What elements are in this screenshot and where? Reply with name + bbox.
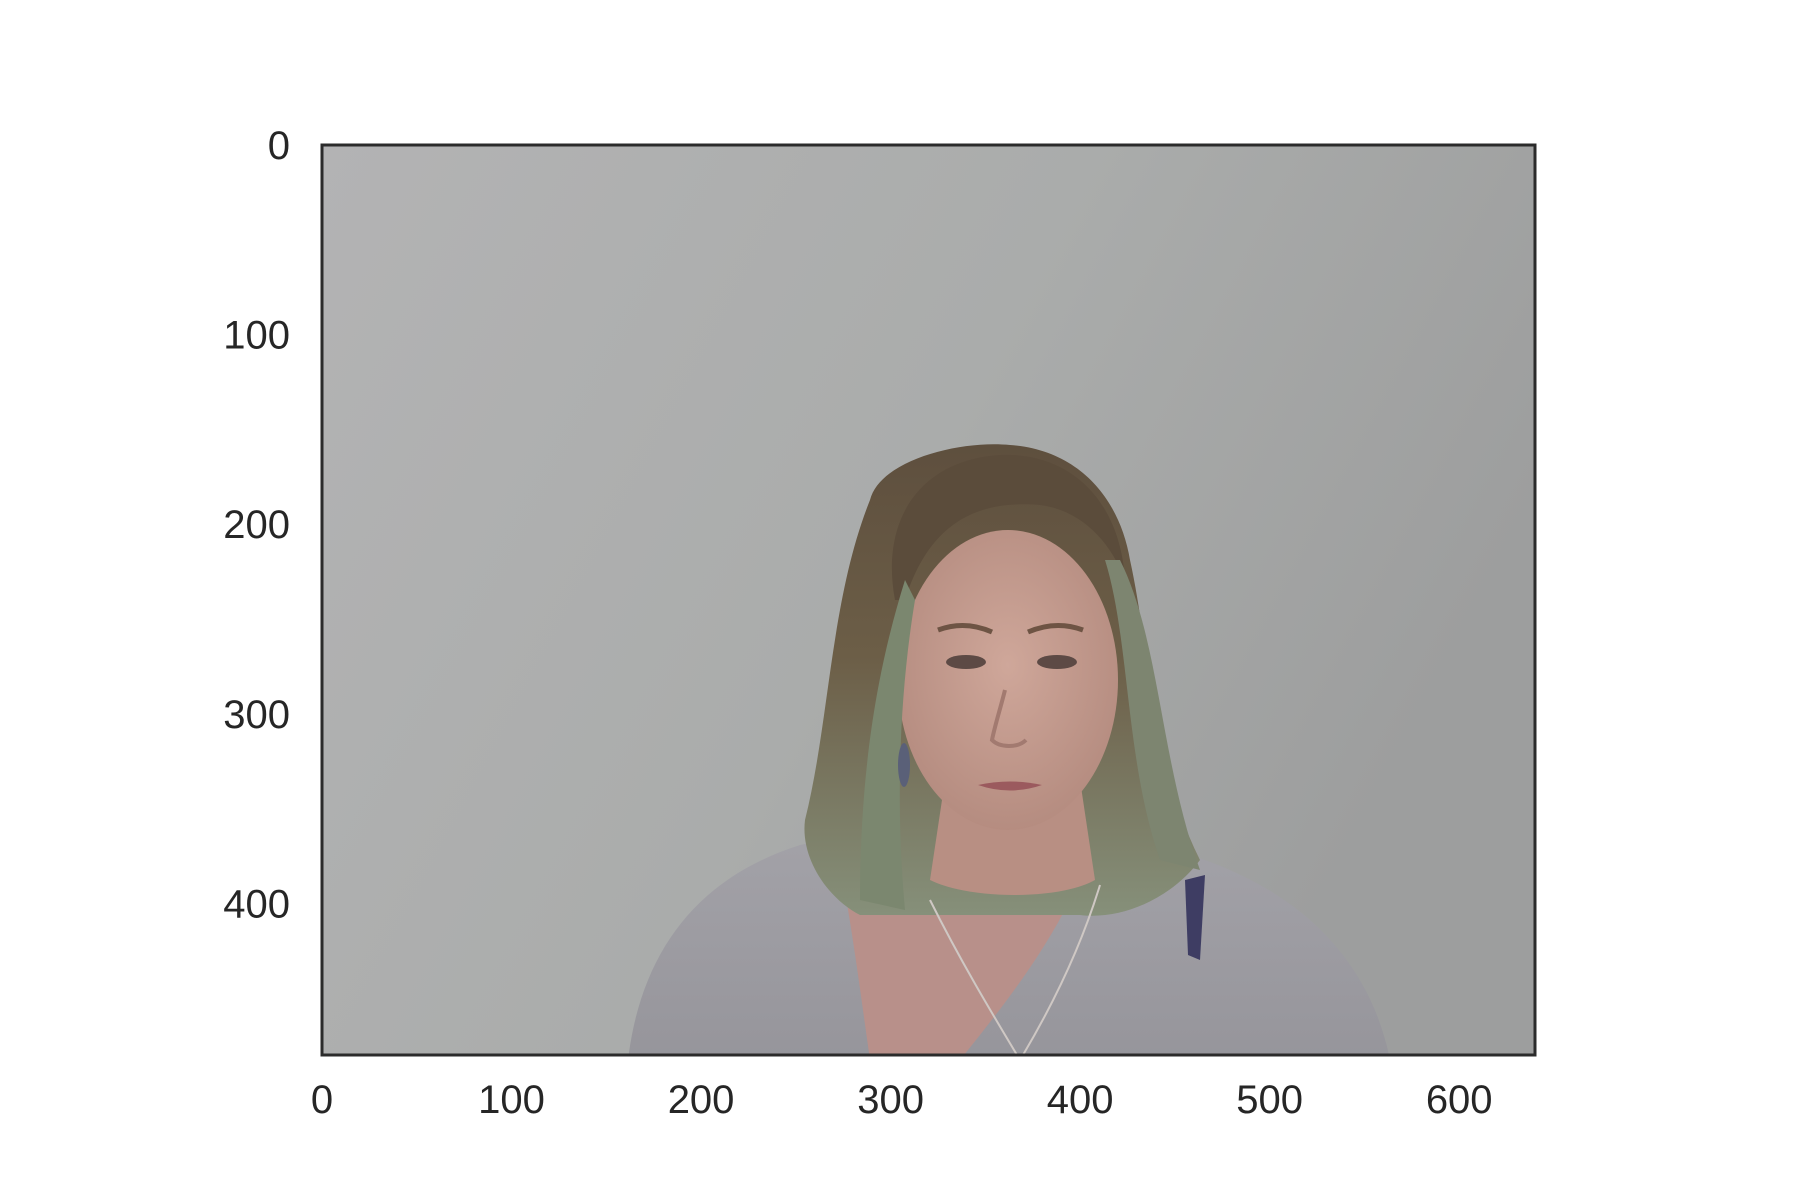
face <box>898 530 1118 830</box>
mouth <box>978 781 1042 791</box>
x-tick-label: 500 <box>1236 1078 1303 1122</box>
plot-frame <box>320 143 1537 1057</box>
x-tick-label: 400 <box>1047 1078 1114 1122</box>
hair-strands-left <box>860 580 915 910</box>
left-eyebrow <box>937 623 994 635</box>
earring <box>898 743 910 787</box>
y-tick-label: 200 <box>223 503 290 547</box>
x-tick-label: 0 <box>311 1078 333 1122</box>
hair-strands-right <box>1105 560 1200 870</box>
y-tick-label: 400 <box>223 882 290 926</box>
y-tick-label: 100 <box>223 314 290 358</box>
right-eyebrow <box>1027 623 1084 635</box>
hair-front <box>891 454 1125 600</box>
y-tick-label: 300 <box>223 693 290 737</box>
x-tick-label: 300 <box>857 1078 924 1122</box>
x-tick-label: 100 <box>478 1078 545 1122</box>
y-axis-ticks: 0 100 200 300 400 <box>223 124 290 926</box>
x-tick-label: 200 <box>668 1078 735 1122</box>
photo <box>322 145 1535 1055</box>
necklace <box>929 884 1101 1055</box>
undershirt <box>1185 875 1205 960</box>
x-axis-ticks: 0 100 200 300 400 500 600 <box>311 1078 1493 1122</box>
y-tick-label: 0 <box>268 124 290 168</box>
nose <box>989 689 1028 748</box>
left-eye <box>946 655 986 669</box>
right-eye <box>1037 655 1077 669</box>
x-tick-label: 600 <box>1426 1078 1493 1122</box>
